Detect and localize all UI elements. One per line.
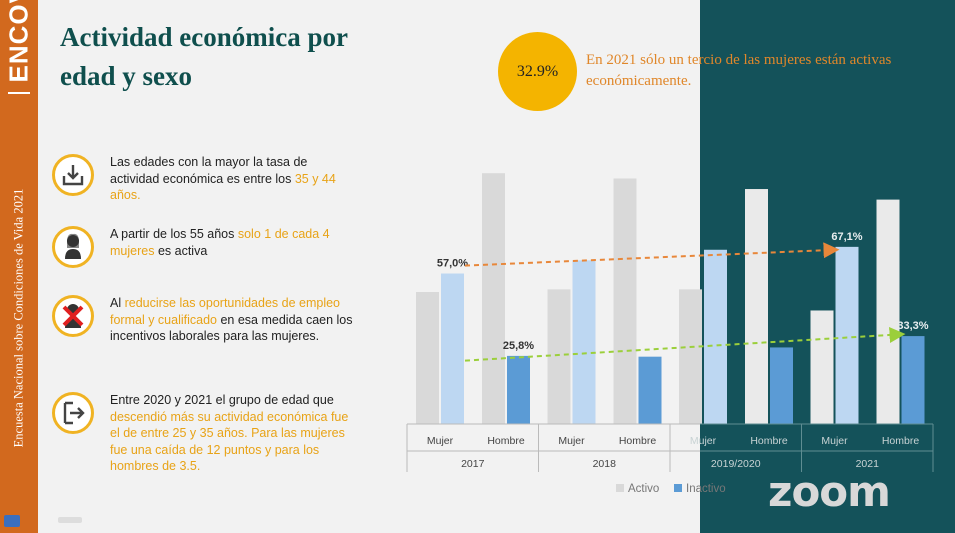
group-label-2021: 2021 xyxy=(856,458,880,470)
group-label-2019/2020: 2019/2020 xyxy=(711,458,761,470)
tick-label-2019/2020-Mujer: Mujer xyxy=(690,435,717,447)
tick-label-2017-Mujer: Mujer xyxy=(427,435,454,447)
zoom-watermark: zoom xyxy=(768,467,891,516)
bar-activo-2017-Mujer xyxy=(416,292,439,424)
bar-activo-2018-Mujer xyxy=(547,289,571,424)
bar-activo-2021-Mujer xyxy=(810,310,834,424)
bar-inactivo-2017-Hombre xyxy=(507,355,530,424)
tick-label-2019/2020-Hombre: Hombre xyxy=(750,435,788,447)
highlight-callout-text: En 2021 sólo un tercio de las mujeres es… xyxy=(586,52,892,89)
bar-inactivo-2019/2020-Mujer xyxy=(704,249,727,424)
sidebar: ENCOVI Encuesta Nacional sobre Condicion… xyxy=(0,0,38,533)
teal-background-panel xyxy=(700,0,955,533)
woman-crossed-icon xyxy=(52,295,94,337)
bar-inactivo-2018-Hombre xyxy=(638,356,662,424)
trend-arrow-1 xyxy=(464,326,906,362)
bar-activo-2019/2020-Hombre xyxy=(745,189,768,424)
presentation-controls[interactable] xyxy=(58,517,82,523)
slide-thumbnail-icon[interactable] xyxy=(4,515,20,527)
tick-label-2021-Mujer: Mujer xyxy=(821,435,848,447)
bar-activo-2021-Hombre xyxy=(876,199,900,424)
bar-inactivo-2019/2020-Hombre xyxy=(770,347,793,424)
info-text-decline: Entre 2020 y 2021 el grupo de edad que d… xyxy=(110,393,349,473)
data-label-2017-Hombre: 25,8% xyxy=(503,340,534,352)
tick-label-2018-Hombre: Hombre xyxy=(619,435,657,447)
group-label-2017: 2017 xyxy=(461,458,485,470)
data-label-2017-Mujer: 57,0% xyxy=(437,258,468,270)
bar-inactivo-2021-Mujer xyxy=(835,246,859,424)
tick-label-2021-Hombre: Hombre xyxy=(882,435,920,447)
tick-label-2018-Mujer: Mujer xyxy=(558,435,585,447)
slide-title: Actividad económica por edad y sexo xyxy=(60,22,348,91)
info-text-55: A partir de los 55 años solo 1 de cada 4… xyxy=(110,227,330,258)
woman-icon xyxy=(52,226,94,268)
legend-swatch-Activo xyxy=(616,484,624,492)
download-inbox-icon xyxy=(52,154,94,196)
bar-activo-2019/2020-Mujer xyxy=(679,289,702,424)
data-label-2021-Mujer: 67,1% xyxy=(831,231,862,243)
bar-inactivo-2017-Mujer xyxy=(441,273,464,424)
legend-label-Activo: Activo xyxy=(628,483,659,495)
legend-swatch-Inactivo xyxy=(674,484,682,492)
bar-inactivo-2021-Hombre xyxy=(901,336,925,424)
data-label-2021-Hombre: 33,3% xyxy=(897,320,928,332)
info-text-ages: Las edades con la mayor la tasa de activ… xyxy=(110,155,336,202)
tick-label-2017-Hombre: Hombre xyxy=(487,435,525,447)
bar-activo-2018-Hombre xyxy=(613,178,637,424)
highlight-percentage-bubble: 32.9% xyxy=(498,32,577,111)
bar-inactivo-2018-Mujer xyxy=(572,260,596,424)
logo-underline xyxy=(8,92,30,94)
group-label-2018: 2018 xyxy=(593,458,617,470)
info-text-opportunities: Al reducirse las oportunidades de empleo… xyxy=(110,296,353,343)
exit-door-icon xyxy=(52,392,94,434)
bar-activo-2017-Hombre xyxy=(482,173,505,424)
legend-label-Inactivo: Inactivo xyxy=(686,483,726,495)
trend-arrow-0 xyxy=(464,242,840,267)
